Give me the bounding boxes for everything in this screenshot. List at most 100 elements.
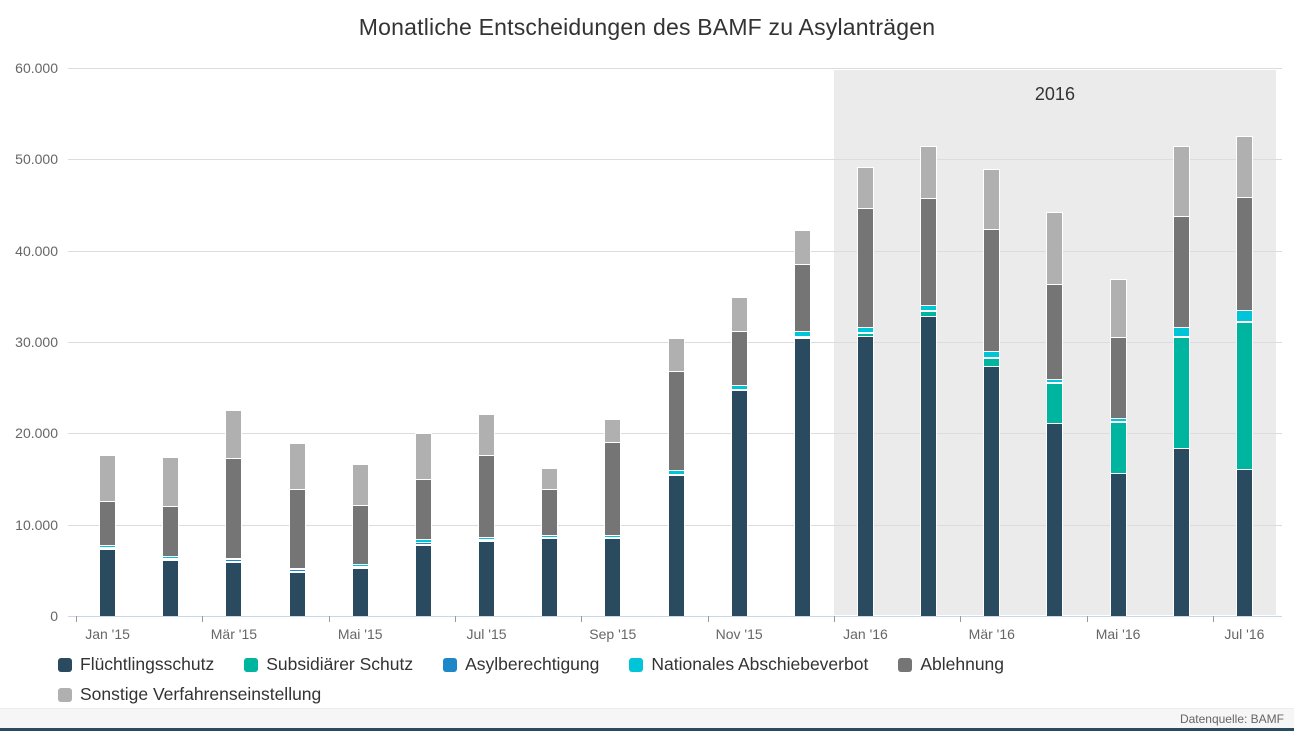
- bar-segment[interactable]: [351, 566, 369, 568]
- bar-segment[interactable]: [1235, 310, 1253, 321]
- bar-segment[interactable]: [1046, 378, 1064, 383]
- bar-segment[interactable]: [414, 544, 432, 616]
- bar-segment[interactable]: [983, 228, 1001, 352]
- bar-segment[interactable]: [225, 409, 243, 458]
- bar-segment[interactable]: [414, 433, 432, 479]
- bar-segment[interactable]: [541, 538, 559, 616]
- bar-segment[interactable]: [162, 555, 180, 558]
- bar-segment[interactable]: [162, 506, 180, 556]
- bar-segment[interactable]: [1109, 336, 1127, 418]
- bar-segment[interactable]: [288, 572, 306, 616]
- bar-segment[interactable]: [730, 389, 748, 391]
- bar-segment[interactable]: [604, 538, 622, 616]
- bar-segment[interactable]: [478, 540, 496, 542]
- stacked-bar-aug-15[interactable]: [541, 0, 559, 616]
- bar-segment[interactable]: [1235, 321, 1253, 469]
- bar-segment[interactable]: [1046, 382, 1064, 384]
- bar-segment[interactable]: [478, 541, 496, 616]
- bar-segment[interactable]: [1046, 283, 1064, 379]
- bar-segment[interactable]: [1172, 327, 1190, 336]
- bar-segment[interactable]: [667, 371, 685, 470]
- bar-segment[interactable]: [225, 457, 243, 558]
- bar-segment[interactable]: [604, 441, 622, 535]
- bar-segment[interactable]: [541, 537, 559, 539]
- bar-segment[interactable]: [667, 338, 685, 372]
- bar-segment[interactable]: [478, 539, 496, 541]
- bar-segment[interactable]: [99, 500, 117, 545]
- bar-segment[interactable]: [1109, 472, 1127, 616]
- bar-segment[interactable]: [414, 479, 432, 540]
- bar-segment[interactable]: [920, 304, 938, 311]
- bar-segment[interactable]: [225, 562, 243, 616]
- bar-segment[interactable]: [730, 331, 748, 385]
- bar-segment[interactable]: [920, 315, 938, 616]
- bar-segment[interactable]: [351, 565, 369, 567]
- bar-segment[interactable]: [351, 567, 369, 616]
- bar-segment[interactable]: [983, 365, 1001, 616]
- bar-segment[interactable]: [856, 332, 874, 336]
- stacked-bar-mai-15[interactable]: [351, 0, 369, 616]
- legend-item-5[interactable]: Ablehnung: [898, 654, 1004, 675]
- bar-segment[interactable]: [856, 166, 874, 208]
- stacked-bar-m-r-15[interactable]: [225, 0, 243, 616]
- bar-segment[interactable]: [1172, 335, 1190, 337]
- bar-segment[interactable]: [1109, 422, 1127, 473]
- stacked-bar-jul-15[interactable]: [478, 0, 496, 616]
- stacked-bar-apr-16[interactable]: [1046, 0, 1064, 616]
- bar-segment[interactable]: [162, 560, 180, 616]
- bar-segment[interactable]: [1235, 135, 1253, 197]
- bar-segment[interactable]: [730, 388, 748, 390]
- bar-segment[interactable]: [983, 358, 1001, 366]
- stacked-bar-feb-15[interactable]: [162, 0, 180, 616]
- bar-segment[interactable]: [162, 557, 180, 560]
- bar-segment[interactable]: [983, 351, 1001, 357]
- bar-segment[interactable]: [414, 543, 432, 545]
- stacked-bar-jul-16[interactable]: [1235, 0, 1253, 616]
- bar-segment[interactable]: [793, 229, 811, 265]
- bar-segment[interactable]: [856, 327, 874, 332]
- legend-item-4[interactable]: Nationales Abschiebeverbot: [629, 654, 868, 675]
- bar-segment[interactable]: [351, 563, 369, 566]
- bar-segment[interactable]: [478, 455, 496, 538]
- stacked-bar-mai-16[interactable]: [1109, 0, 1127, 616]
- legend-item-1[interactable]: Flüchtlingsschutz: [58, 654, 214, 675]
- bar-segment[interactable]: [667, 469, 685, 474]
- bar-segment[interactable]: [1172, 336, 1190, 448]
- bar-segment[interactable]: [414, 542, 432, 544]
- bar-segment[interactable]: [162, 559, 180, 561]
- bar-segment[interactable]: [1109, 421, 1127, 423]
- bar-segment[interactable]: [920, 145, 938, 198]
- bar-segment[interactable]: [1046, 383, 1064, 424]
- stacked-bar-nov-15[interactable]: [730, 0, 748, 616]
- bar-segment[interactable]: [541, 489, 559, 535]
- bar-segment[interactable]: [793, 331, 811, 336]
- bar-segment[interactable]: [478, 537, 496, 540]
- bar-segment[interactable]: [920, 310, 938, 316]
- bar-segment[interactable]: [99, 546, 117, 549]
- bar-segment[interactable]: [793, 264, 811, 332]
- bar-segment[interactable]: [288, 489, 306, 568]
- stacked-bar-jan-15[interactable]: [99, 0, 117, 616]
- stacked-bar-apr-15[interactable]: [288, 0, 306, 616]
- bar-segment[interactable]: [1172, 447, 1190, 616]
- bar-segment[interactable]: [288, 569, 306, 572]
- bar-segment[interactable]: [99, 548, 117, 550]
- bar-segment[interactable]: [1109, 417, 1127, 422]
- bar-segment[interactable]: [225, 561, 243, 563]
- bar-segment[interactable]: [604, 537, 622, 539]
- bar-segment[interactable]: [288, 567, 306, 570]
- bar-segment[interactable]: [99, 544, 117, 547]
- bar-segment[interactable]: [1172, 215, 1190, 328]
- bar-segment[interactable]: [288, 443, 306, 490]
- bar-segment[interactable]: [1109, 278, 1127, 337]
- bar-segment[interactable]: [856, 207, 874, 328]
- bar-segment[interactable]: [730, 390, 748, 616]
- bar-segment[interactable]: [1235, 468, 1253, 616]
- bar-segment[interactable]: [351, 504, 369, 564]
- bar-segment[interactable]: [1235, 320, 1253, 322]
- legend-item-3[interactable]: Asylberechtigung: [443, 654, 599, 675]
- bar-segment[interactable]: [162, 457, 180, 507]
- bar-segment[interactable]: [225, 557, 243, 560]
- stacked-bar-okt-15[interactable]: [667, 0, 685, 616]
- bar-segment[interactable]: [920, 310, 938, 312]
